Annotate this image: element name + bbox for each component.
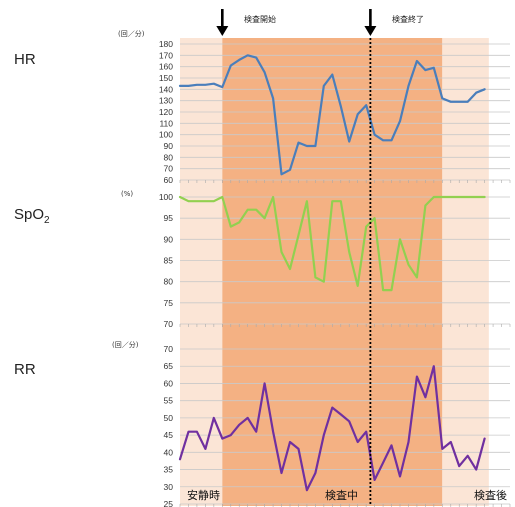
phase-band-after (442, 38, 489, 506)
phase-rest-label: 安静時 (187, 489, 220, 502)
rr-tick-label: 70 (164, 344, 174, 354)
rr-tick-label: 30 (164, 482, 174, 492)
hr-tick-label: 140 (159, 84, 173, 94)
spo2-tick-label: 90 (164, 234, 174, 244)
phase-after-label: 検査後 (474, 489, 507, 502)
event-start-arrow-head (216, 26, 229, 36)
hr-tick-label: 80 (164, 152, 174, 162)
spo2-tick-label: 80 (164, 277, 174, 287)
hr-label: HR (14, 51, 36, 68)
event-end-arrow-head (364, 26, 377, 36)
hr-tick-label: 180 (159, 39, 173, 49)
hr-tick-label: 100 (159, 130, 173, 140)
event-start-label: 検査開始 (244, 15, 276, 24)
hr-tick-label: 170 (159, 50, 173, 60)
rr-tick-label: 40 (164, 447, 174, 457)
hr-tick-label: 60 (164, 175, 174, 185)
rr-unit: (回／分) (112, 341, 139, 349)
spo2-tick-label: 95 (164, 213, 174, 223)
rr-tick-label: 35 (164, 465, 174, 475)
spo2-label-sub: 2 (44, 215, 50, 226)
hr-tick-label: 70 (164, 164, 174, 174)
phase-during-label: 検査中 (325, 489, 358, 502)
hr-tick-label: 120 (159, 107, 173, 117)
rr-tick-label: 55 (164, 396, 174, 406)
spo2-tick-label: 100 (159, 192, 173, 202)
phase-band-during (222, 38, 443, 506)
rr-tick-label: 60 (164, 378, 174, 388)
spo2-label: SpO2 (14, 206, 50, 226)
rr-tick-label: 50 (164, 413, 174, 423)
hr-unit: (回／分) (118, 30, 145, 38)
hr-tick-label: 130 (159, 96, 173, 106)
hr-tick-label: 90 (164, 141, 174, 151)
rr-label: RR (14, 361, 36, 378)
spo2-tick-label: 75 (164, 298, 174, 308)
event-end-label: 検査終了 (392, 15, 424, 24)
spo2-tick-label: 85 (164, 256, 174, 266)
rr-tick-label: 25 (164, 499, 174, 507)
spo2-label-main: SpO (14, 206, 45, 223)
hr-tick-label: 160 (159, 62, 173, 72)
rr-tick-label: 45 (164, 430, 174, 440)
phase-band-rest (180, 38, 223, 506)
rr-tick-label: 65 (164, 361, 174, 371)
hr-tick-label: 110 (159, 118, 173, 128)
hr-tick-label: 150 (159, 73, 173, 83)
spo2-unit: (%) (121, 190, 134, 198)
spo2-tick-label: 70 (164, 319, 174, 329)
